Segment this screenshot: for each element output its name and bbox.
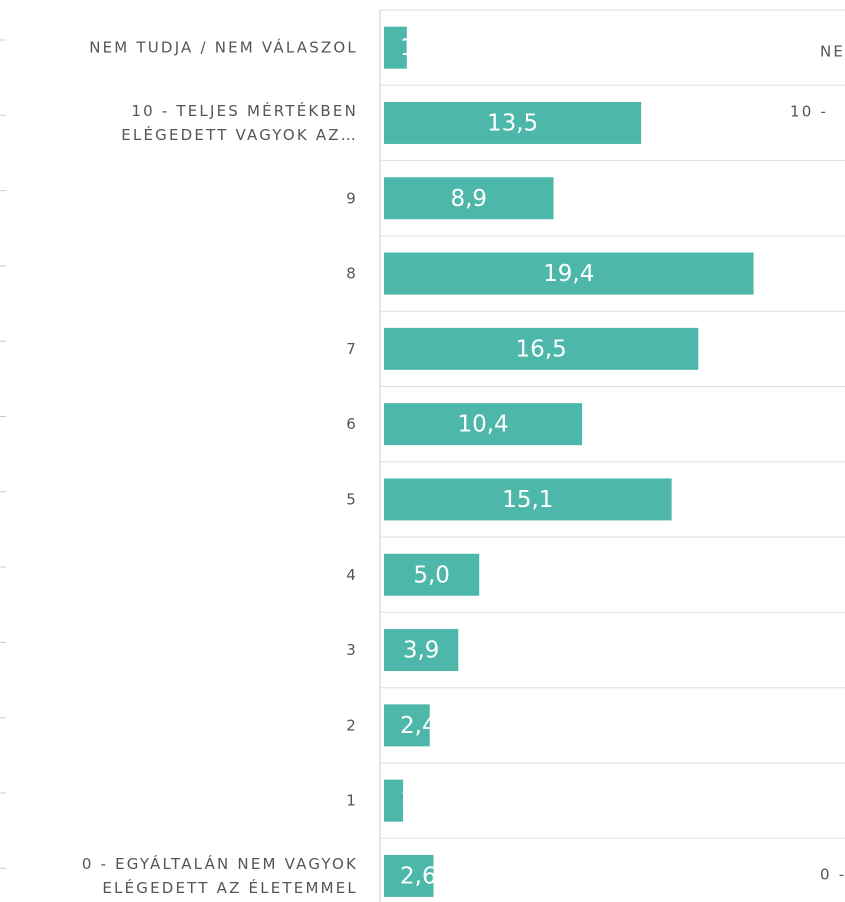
bar — [384, 779, 404, 822]
value-label: 2,6 — [400, 863, 437, 889]
value-label: 1,0 — [400, 788, 437, 814]
value-label: 3,9 — [403, 638, 440, 664]
bar — [384, 478, 672, 521]
side-label: NE — [820, 43, 845, 61]
bar — [384, 26, 407, 69]
bar — [384, 327, 699, 370]
category-label: 2 — [346, 716, 358, 734]
category-line: 8 — [346, 264, 358, 282]
bar — [384, 177, 554, 220]
value-label: 15,1 — [502, 487, 553, 513]
category-line: 0 - EGYÁLTALÁN NEM VAGYOK — [82, 853, 358, 872]
value-label: 10,4 — [457, 412, 508, 438]
side-label: 10 - — [790, 103, 828, 121]
category-line: NEM TUDJA / NEM VÁLASZOL — [89, 37, 358, 56]
category-label: 4 — [346, 565, 358, 583]
category-line: 5 — [346, 490, 358, 508]
category-label: 7 — [346, 339, 358, 357]
value-label: 8,9 — [450, 186, 487, 212]
category-label: 0 - EGYÁLTALÁN NEM VAGYOK ELÉGEDETT AZ ÉL… — [82, 853, 358, 896]
category-label: 10 - TELJES MÉRTÉKBEN ELÉGEDETT VAGYOK AZ… — [121, 100, 358, 143]
category-line: 2 — [346, 716, 358, 734]
category-line: 1 — [346, 791, 358, 809]
bar — [384, 101, 642, 144]
category-label: 9 — [346, 189, 358, 207]
category-line: 3 — [346, 641, 358, 659]
category-line: 6 — [346, 415, 358, 433]
category-label: 8 — [346, 264, 358, 282]
value-label: 13,5 — [487, 110, 538, 136]
bar — [384, 704, 430, 747]
category-label: 5 — [346, 490, 358, 508]
category-line: 9 — [346, 189, 358, 207]
bar — [384, 252, 754, 295]
category-line: ELÉGEDETT AZ ÉLETEMMEL — [102, 877, 358, 896]
category-line: ELÉGEDETT VAGYOK AZ… — [121, 124, 358, 143]
bar — [384, 553, 480, 596]
bar — [384, 854, 434, 897]
bar — [384, 403, 583, 446]
bar — [384, 629, 459, 672]
category-label: 1 — [346, 791, 358, 809]
category-label: 6 — [346, 415, 358, 433]
category-line: 4 — [346, 565, 358, 583]
value-label: 1,2 — [400, 35, 437, 61]
category-line: 10 - TELJES MÉRTÉKBEN — [131, 100, 358, 119]
category-label: NEM TUDJA / NEM VÁLASZOL — [89, 37, 358, 56]
value-label: 16,5 — [516, 336, 567, 362]
value-label: 19,4 — [543, 261, 594, 287]
value-label: 2,4 — [400, 713, 437, 739]
side-label: 0 - — [820, 866, 845, 884]
value-label: 5,0 — [413, 562, 450, 588]
category-label: 3 — [346, 641, 358, 659]
category-line: 7 — [346, 339, 358, 357]
